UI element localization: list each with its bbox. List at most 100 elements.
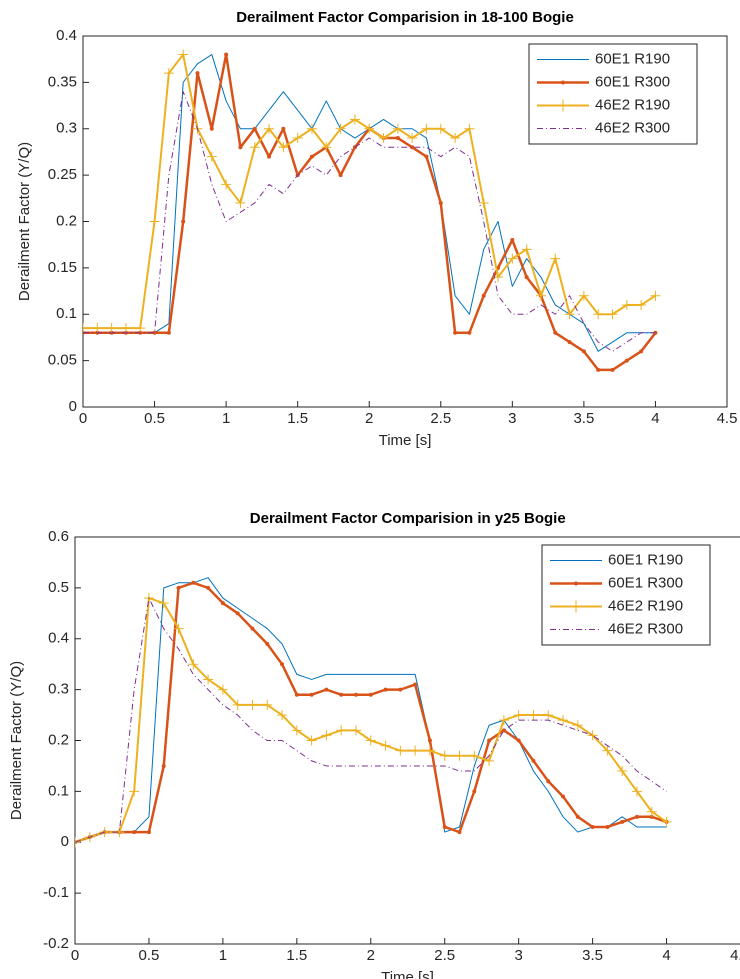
plot-layer bbox=[83, 49, 661, 372]
series-marker bbox=[561, 794, 566, 799]
legend-label: 46E2 R300 bbox=[608, 620, 683, 637]
series-marker bbox=[188, 659, 199, 670]
series-marker bbox=[247, 699, 258, 710]
series-marker bbox=[610, 367, 615, 372]
legend-marker bbox=[574, 581, 578, 586]
series-marker bbox=[427, 738, 432, 743]
y-tick-label: 0.1 bbox=[56, 305, 77, 322]
series-marker bbox=[546, 779, 551, 784]
series-marker bbox=[410, 145, 415, 150]
series-marker bbox=[392, 123, 403, 134]
series-marker bbox=[624, 358, 629, 363]
series-marker bbox=[152, 330, 157, 335]
series-marker bbox=[173, 623, 184, 634]
series-marker bbox=[238, 145, 243, 150]
series-marker bbox=[281, 126, 286, 131]
series-marker bbox=[365, 735, 376, 746]
series-marker bbox=[277, 710, 288, 721]
series-marker bbox=[339, 692, 344, 697]
series-marker bbox=[528, 710, 539, 721]
series-marker bbox=[353, 692, 358, 697]
series-marker bbox=[617, 766, 628, 777]
series-marker bbox=[280, 662, 285, 667]
series-marker bbox=[469, 750, 480, 761]
series-marker bbox=[306, 735, 317, 746]
series-marker bbox=[513, 710, 524, 721]
legend-label: 46E2 R190 bbox=[595, 96, 670, 113]
series-marker bbox=[653, 330, 658, 335]
series-marker bbox=[378, 133, 389, 144]
series-marker bbox=[607, 309, 618, 320]
y-tick-label: 0.1 bbox=[48, 782, 69, 799]
series-marker bbox=[221, 179, 232, 190]
x-tick-label: 0.5 bbox=[139, 947, 160, 964]
series-marker bbox=[176, 585, 181, 590]
series-marker bbox=[421, 123, 432, 134]
series-marker bbox=[350, 725, 361, 736]
series-marker bbox=[235, 611, 240, 616]
series-marker bbox=[278, 142, 289, 153]
series-marker bbox=[203, 674, 214, 685]
series-marker bbox=[335, 123, 346, 134]
legend-box bbox=[541, 544, 711, 646]
series-marker bbox=[398, 687, 403, 692]
series-marker bbox=[472, 789, 477, 794]
series-marker bbox=[250, 626, 255, 631]
legend-label: 60E1 R190 bbox=[595, 50, 670, 67]
series-marker bbox=[578, 290, 589, 301]
series-marker bbox=[224, 52, 229, 57]
series-marker bbox=[92, 323, 103, 334]
series-marker bbox=[620, 819, 625, 824]
series-marker bbox=[413, 682, 418, 687]
series-marker bbox=[75, 837, 80, 848]
series-marker bbox=[129, 786, 140, 797]
series-marker bbox=[510, 238, 515, 243]
y-axis-label: Derailment Factor (Y/Q) bbox=[8, 661, 25, 820]
legend-marker bbox=[561, 80, 565, 85]
x-tick-label: 1.5 bbox=[287, 410, 308, 427]
x-tick-label: 3.5 bbox=[582, 947, 603, 964]
series-marker bbox=[649, 814, 654, 819]
series-marker bbox=[264, 123, 275, 134]
series-marker bbox=[252, 126, 257, 131]
series-marker bbox=[590, 824, 595, 829]
y-tick-label: 0.15 bbox=[48, 259, 77, 276]
series-marker bbox=[661, 816, 672, 827]
series-marker bbox=[438, 200, 443, 205]
series-marker bbox=[521, 244, 532, 255]
series-marker bbox=[178, 49, 189, 60]
series-marker bbox=[336, 725, 347, 736]
series-marker bbox=[267, 154, 272, 159]
x-tick-label: 4.5 bbox=[730, 947, 740, 964]
y-tick-label: 0.2 bbox=[48, 731, 69, 748]
series-marker bbox=[464, 123, 475, 134]
series-marker bbox=[206, 151, 217, 162]
series-marker bbox=[439, 750, 450, 761]
series-marker bbox=[149, 216, 160, 227]
series-marker bbox=[291, 725, 302, 736]
x-tick-label: 0 bbox=[71, 947, 79, 964]
legend-marker bbox=[557, 99, 569, 112]
series-marker bbox=[383, 687, 388, 692]
series-marker bbox=[217, 684, 228, 695]
series-marker bbox=[484, 755, 495, 766]
series-marker bbox=[265, 641, 270, 646]
series-marker bbox=[435, 123, 446, 134]
series-marker bbox=[442, 824, 447, 829]
series-marker bbox=[132, 830, 137, 835]
series-marker bbox=[634, 814, 639, 819]
y-tick-label: 0.4 bbox=[48, 630, 69, 647]
series-marker bbox=[158, 598, 169, 609]
y-tick-label: 0.35 bbox=[48, 73, 77, 90]
series-marker bbox=[450, 133, 461, 144]
y-tick-label: 0.3 bbox=[48, 681, 69, 698]
series-marker bbox=[209, 126, 214, 131]
series-marker bbox=[553, 330, 558, 335]
legend-label: 46E2 R190 bbox=[608, 597, 683, 614]
series-marker bbox=[306, 123, 317, 134]
series-marker bbox=[531, 758, 536, 763]
series-marker bbox=[235, 197, 246, 208]
series-marker bbox=[395, 136, 400, 141]
series-marker bbox=[558, 715, 569, 726]
